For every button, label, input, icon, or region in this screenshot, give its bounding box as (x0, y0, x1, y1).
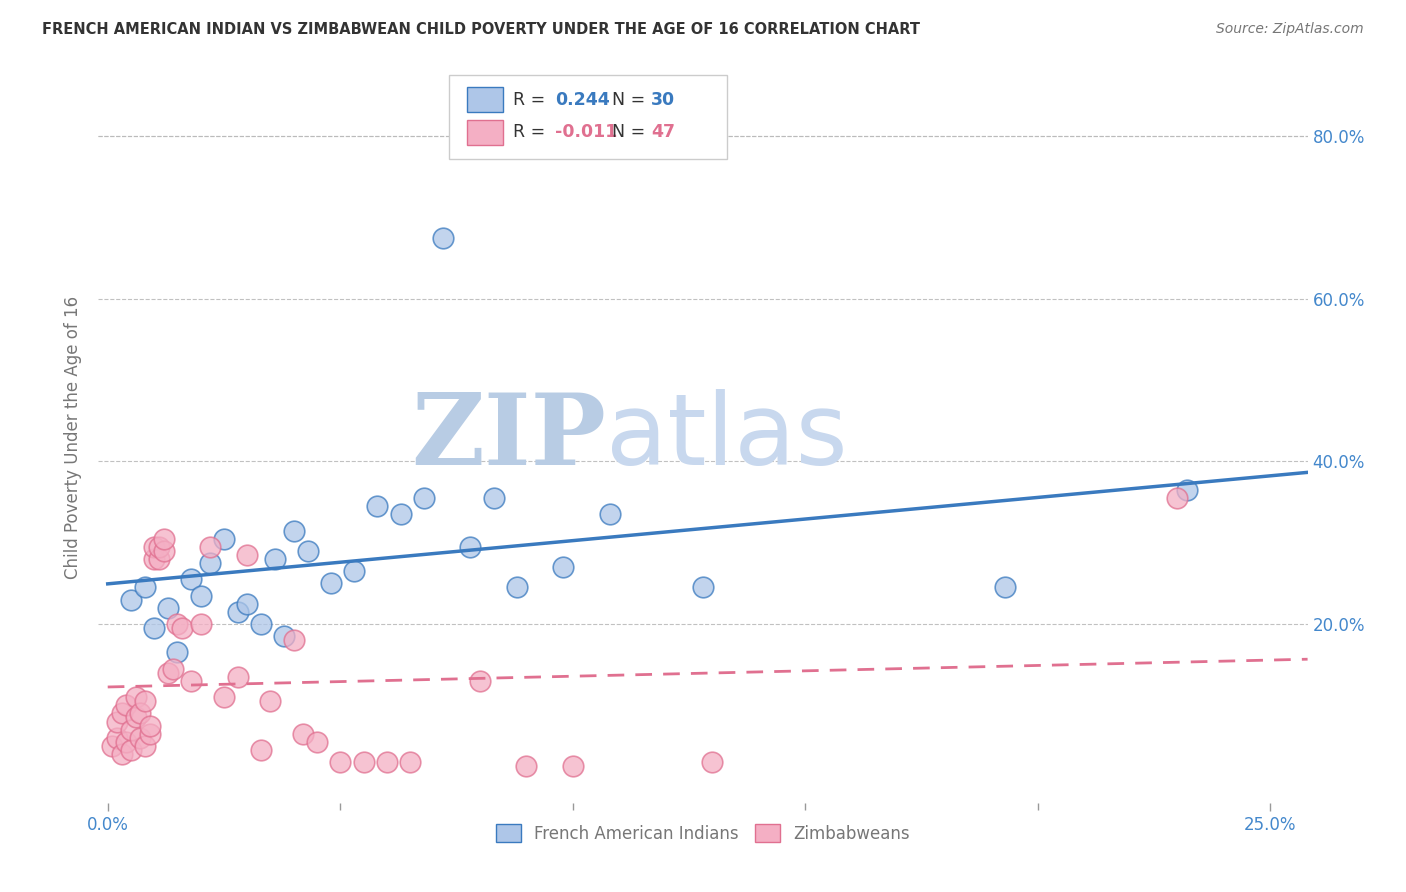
Point (297, 544, 319, 558)
Point (166, 645, 188, 659)
Point (111, 706, 134, 721)
Point (190, 617, 212, 632)
Point (157, 600, 180, 615)
Point (198, 556, 221, 570)
Point (226, 605, 249, 619)
Point (561, 759, 583, 773)
Text: R =: R = (513, 90, 551, 109)
Point (273, 629, 295, 643)
Text: R =: R = (513, 123, 551, 142)
Point (259, 694, 281, 708)
Point (515, 759, 537, 773)
Text: -0.011: -0.011 (555, 123, 617, 142)
Point (283, 633, 305, 648)
Point (702, 755, 724, 769)
Point (190, 589, 212, 603)
Point (152, 544, 174, 558)
Point (236, 597, 259, 611)
FancyBboxPatch shape (449, 75, 727, 159)
Point (250, 617, 273, 632)
Point (226, 670, 249, 684)
Point (166, 617, 188, 632)
Point (432, 231, 454, 245)
Point (692, 581, 714, 595)
Text: ZIP: ZIP (412, 389, 606, 485)
Point (1166, 491, 1188, 505)
Point (250, 743, 273, 757)
Point (143, 540, 166, 554)
Point (162, 662, 184, 676)
Point (138, 718, 160, 732)
Text: 0.244: 0.244 (555, 90, 610, 109)
Legend: French American Indians, Zimbabweans: French American Indians, Zimbabweans (489, 818, 917, 849)
Point (172, 621, 194, 635)
Text: 30: 30 (651, 90, 675, 109)
Point (148, 540, 170, 554)
Point (134, 739, 156, 753)
Point (292, 727, 315, 741)
Point (283, 524, 305, 538)
Point (134, 694, 156, 708)
Point (413, 491, 436, 505)
FancyBboxPatch shape (467, 120, 503, 145)
Y-axis label: Child Poverty Under the Age of 16: Child Poverty Under the Age of 16 (65, 295, 83, 579)
Point (138, 727, 160, 741)
Point (506, 581, 529, 595)
Point (134, 581, 156, 595)
Point (553, 560, 575, 574)
Text: 47: 47 (651, 123, 675, 142)
Point (120, 723, 142, 737)
Text: FRENCH AMERICAN INDIAN VS ZIMBABWEAN CHILD POVERTY UNDER THE AGE OF 16 CORRELATI: FRENCH AMERICAN INDIAN VS ZIMBABWEAN CHI… (42, 22, 920, 37)
Point (105, 714, 128, 729)
Point (198, 540, 221, 554)
Point (329, 755, 352, 769)
Text: atlas: atlas (606, 389, 848, 485)
Point (399, 755, 422, 769)
Point (129, 731, 152, 745)
Point (105, 731, 128, 745)
Point (120, 592, 142, 607)
Point (353, 755, 375, 769)
Point (120, 743, 142, 757)
Text: Source: ZipAtlas.com: Source: ZipAtlas.com (1216, 22, 1364, 37)
FancyBboxPatch shape (467, 87, 503, 112)
Point (305, 735, 328, 749)
Point (212, 690, 235, 705)
Point (143, 552, 166, 566)
Point (124, 710, 146, 724)
Point (319, 576, 342, 591)
Point (460, 540, 482, 554)
Point (111, 747, 134, 761)
Text: N =: N = (613, 123, 651, 142)
Point (994, 581, 1017, 595)
Point (115, 735, 138, 749)
Point (143, 621, 166, 635)
Point (212, 532, 235, 546)
Text: N =: N = (613, 90, 651, 109)
Point (343, 564, 366, 578)
Point (599, 508, 621, 522)
Point (482, 491, 505, 505)
Point (152, 532, 174, 546)
Point (468, 673, 491, 688)
Point (148, 552, 170, 566)
Point (180, 673, 202, 688)
Point (124, 690, 146, 705)
Point (264, 552, 287, 566)
Point (389, 508, 412, 522)
Point (1175, 483, 1198, 497)
Point (101, 739, 124, 753)
Point (129, 706, 152, 721)
Point (157, 665, 180, 680)
Point (366, 499, 388, 513)
Point (180, 572, 202, 586)
Point (375, 755, 398, 769)
Point (236, 548, 259, 562)
Point (115, 698, 138, 713)
